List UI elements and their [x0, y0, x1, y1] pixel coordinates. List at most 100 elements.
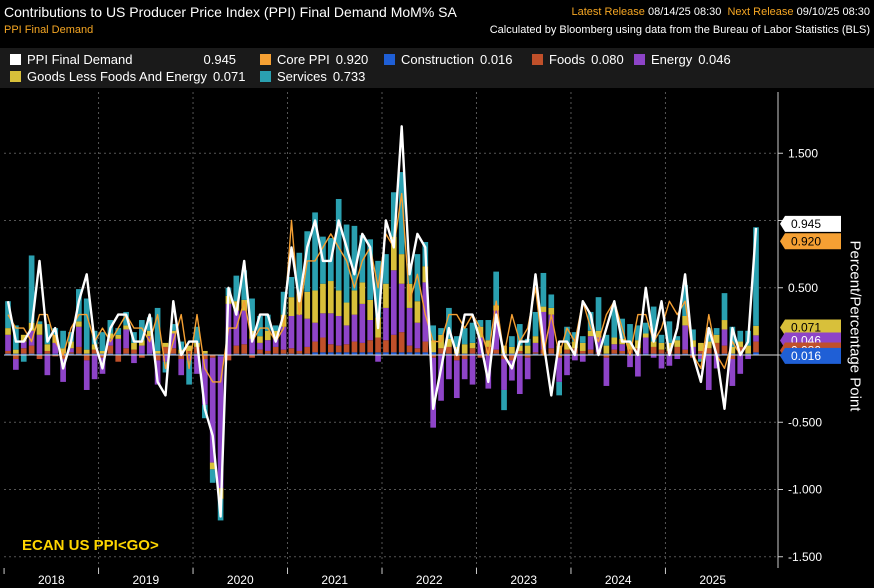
bar-foods — [367, 340, 374, 353]
bar-construction — [619, 353, 625, 355]
bar-construction — [76, 353, 82, 355]
bar-foods — [619, 350, 625, 354]
bar-foods — [682, 349, 688, 354]
legend-item-construction[interactable]: Construction 0.016 — [384, 52, 513, 67]
bar-goods-less-foods-and-energy — [359, 282, 366, 304]
legend-item-ppi-final-demand[interactable]: PPI Final Demand 0.945 — [10, 52, 236, 67]
bar-energy — [44, 355, 51, 376]
bar-services — [257, 315, 263, 337]
bar-energy — [52, 342, 59, 354]
legend-value: 0.945 — [203, 52, 237, 67]
legend-item-goods-less-foods-energy[interactable]: Goods Less Foods And Energy 0.071 — [10, 69, 246, 84]
bar-goods-less-foods-and-energy — [162, 342, 169, 347]
bar-foods — [453, 355, 460, 361]
bar-energy — [383, 307, 389, 341]
bar-construction — [603, 353, 610, 355]
bar-goods-less-foods-and-energy — [745, 345, 751, 354]
bar-goods-less-foods-and-energy — [20, 334, 27, 342]
bar-goods-less-foods-and-energy — [320, 283, 326, 314]
bar-goods-less-foods-and-energy — [595, 330, 602, 338]
bar-construction — [296, 353, 303, 355]
ecan-ticker[interactable]: ECAN US PPI<GO> — [22, 537, 159, 554]
bar-services — [115, 328, 122, 335]
legend-item-foods[interactable]: Foods 0.080 — [532, 52, 624, 67]
bar-energy — [461, 359, 468, 380]
svg-text:0.016: 0.016 — [791, 349, 821, 363]
bar-services — [296, 252, 303, 294]
bar-construction — [422, 352, 429, 355]
legend-value: 0.733 — [332, 69, 366, 84]
line-ppi-final-demand — [6, 125, 758, 518]
bar-construction — [493, 353, 500, 355]
bar-goods-less-foods-and-energy — [351, 290, 358, 315]
bar-construction — [107, 353, 114, 355]
bar-goods-less-foods-and-energy — [414, 301, 421, 323]
bar-foods — [698, 350, 704, 354]
bar-construction — [304, 353, 311, 355]
bar-energy — [453, 360, 460, 399]
bar-services — [209, 469, 216, 483]
bar-construction — [729, 353, 736, 355]
bar-foods — [139, 355, 145, 358]
bar-goods-less-foods-and-energy — [611, 337, 618, 345]
bar-services — [548, 294, 555, 308]
bar-energy — [532, 342, 539, 353]
bar-services — [170, 324, 177, 331]
bar-services — [36, 321, 43, 325]
y-tick-label: -1.500 — [788, 550, 822, 564]
bar-foods — [674, 346, 681, 354]
bar-foods — [422, 341, 429, 353]
bar-services — [139, 320, 145, 341]
bar-goods-less-foods-and-energy — [202, 350, 208, 354]
bar-energy — [650, 355, 657, 358]
bar-services — [469, 322, 476, 343]
legend: PPI Final Demand 0.945 Core PPI 0.920 Co… — [0, 48, 874, 88]
bar-goods-less-foods-and-energy — [241, 299, 248, 311]
bar-construction — [430, 352, 437, 355]
bar-energy — [658, 355, 665, 369]
bar-goods-less-foods-and-energy — [343, 302, 350, 326]
bar-goods-less-foods-and-energy — [721, 320, 728, 330]
bar-services — [698, 359, 704, 362]
bar-energy — [524, 357, 531, 380]
bar-foods — [257, 349, 263, 354]
bar-energy — [375, 355, 381, 362]
bar-energy — [83, 360, 90, 390]
bar-services — [540, 272, 547, 307]
bar-foods — [343, 344, 350, 353]
bar-foods — [170, 348, 177, 354]
bar-energy — [737, 355, 744, 374]
x-tick-label: 2020 — [227, 573, 254, 587]
bar-services — [713, 328, 720, 335]
bar-energy — [296, 314, 303, 351]
bar-foods — [131, 349, 137, 354]
bar-energy — [162, 355, 169, 362]
bar-goods-less-foods-and-energy — [469, 342, 476, 349]
legend-swatch — [10, 54, 21, 65]
bar-construction — [524, 353, 531, 355]
bar-energy — [674, 355, 681, 360]
bar-services — [446, 307, 452, 339]
bar-services — [587, 311, 594, 331]
bar-construction — [272, 353, 279, 355]
legend-item-services[interactable]: Services 0.733 — [260, 69, 365, 84]
bar-energy — [131, 355, 137, 364]
legend-item-energy[interactable]: Energy 0.046 — [634, 52, 731, 67]
bar-services — [178, 341, 185, 350]
security-subtitle[interactable]: PPI Final Demand — [4, 24, 94, 36]
bar-construction — [698, 353, 704, 355]
legend-item-core-ppi[interactable]: Core PPI 0.920 — [260, 52, 368, 67]
bar-goods-less-foods-and-energy — [52, 334, 59, 343]
x-tick-label: 2021 — [321, 573, 348, 587]
bar-foods — [493, 349, 500, 354]
bar-foods — [509, 355, 515, 361]
y-tick-label: 1.500 — [788, 146, 818, 160]
bar-goods-less-foods-and-energy — [131, 342, 137, 350]
bar-services — [28, 255, 35, 323]
legend-swatch — [634, 54, 645, 65]
legend-swatch — [260, 54, 271, 65]
bar-energy — [745, 355, 751, 360]
bar-services — [453, 336, 460, 347]
legend-label: Construction — [401, 52, 474, 67]
